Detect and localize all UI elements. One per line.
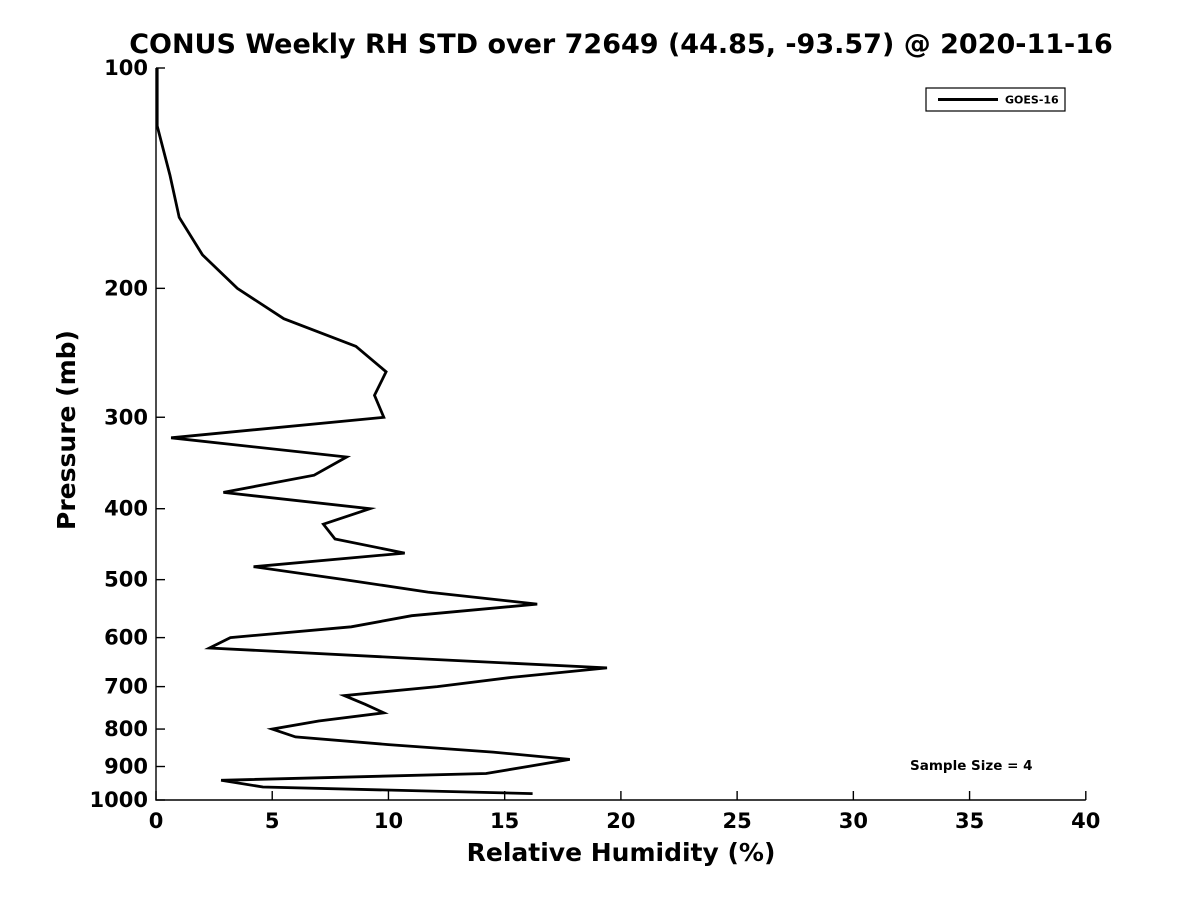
x-tick-label: 40	[1071, 809, 1100, 833]
x-tick-label: 30	[839, 809, 868, 833]
y-tick-label: 500	[104, 568, 148, 592]
x-axis-label: Relative Humidity (%)	[467, 838, 776, 867]
y-tick-label: 600	[104, 626, 148, 650]
y-tick-label: 900	[104, 755, 148, 779]
y-axis-label: Pressure (mb)	[52, 330, 81, 530]
y-tick-label: 300	[104, 405, 148, 429]
chart-title: CONUS Weekly RH STD over 72649 (44.85, -…	[129, 29, 1113, 60]
y-tick-label: 800	[104, 717, 148, 741]
sample-size-annotation: Sample Size = 4	[910, 758, 1033, 774]
x-tick-label: 15	[490, 809, 519, 833]
legend-box: GOES-16	[925, 87, 1066, 112]
y-tick-label: 400	[104, 497, 148, 521]
axis-tick-labels: 0 5 10 15 20 25 30 35 40 100 200 300 400 500 600 700 800…	[90, 56, 1101, 833]
y-tick-label: 1000	[90, 788, 148, 812]
x-tick-label: 25	[723, 809, 752, 833]
axis-ticks	[155, 67, 1087, 801]
data-series	[155, 68, 608, 795]
y-tick-label: 200	[104, 276, 148, 300]
x-tick-label: 0	[149, 809, 164, 833]
x-tick-label: 5	[265, 809, 280, 833]
x-tick-label: 35	[955, 809, 984, 833]
y-tick-label: 100	[104, 56, 148, 80]
legend-entry-label: GOES-16	[1005, 94, 1059, 107]
y-tick-label: 700	[104, 675, 148, 699]
x-tick-label: 20	[606, 809, 635, 833]
profile-line-goes-16	[155, 68, 608, 795]
x-tick-label: 10	[374, 809, 403, 833]
